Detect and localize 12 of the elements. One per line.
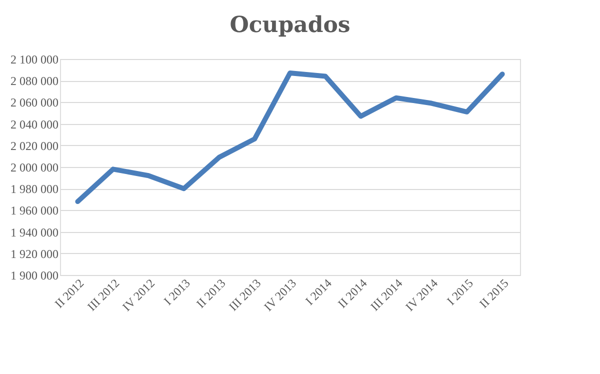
y-tick-label: 2 000 000 <box>10 160 58 174</box>
y-tick-label: 2 100 000 <box>10 52 58 66</box>
y-tick-label: 1 960 000 <box>10 204 58 218</box>
y-tick-label: 1 920 000 <box>10 246 58 261</box>
y-tick-label: 1 980 000 <box>10 182 58 196</box>
y-tick-label: 1 900 000 <box>10 268 58 282</box>
y-tick-label: 2 020 000 <box>10 138 58 153</box>
chart-title: Ocupados <box>230 12 350 38</box>
y-tick-label: 2 060 000 <box>10 96 58 110</box>
y-tick-label: 2 040 000 <box>10 117 58 132</box>
y-tick-label: 1 940 000 <box>10 225 58 240</box>
y-tick-label: 2 080 000 <box>10 74 58 88</box>
